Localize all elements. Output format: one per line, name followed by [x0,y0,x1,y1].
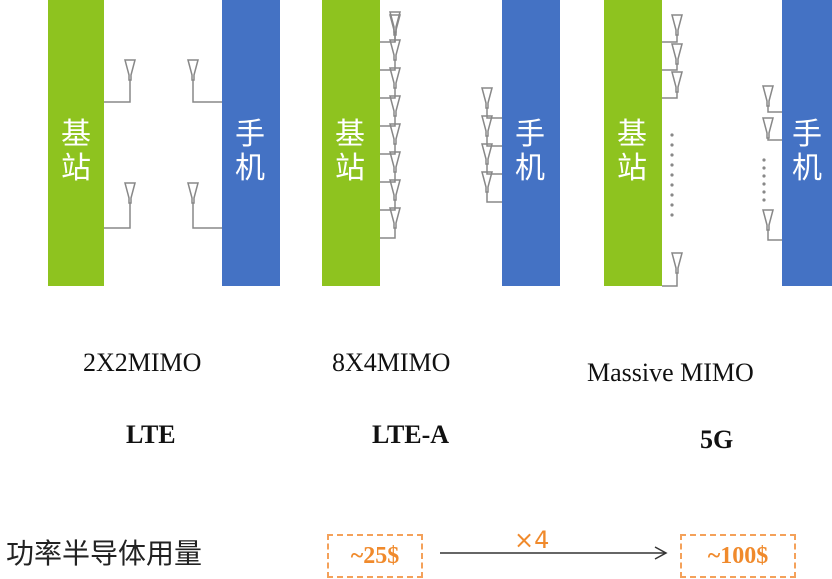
phone-char-1a: 手 [235,118,265,151]
base-station-char-3b: 站 [617,152,647,185]
antenna-icon [481,143,493,165]
antenna-diagram [104,11,782,287]
base-station-bar-3 [604,0,662,286]
base-station-label-1: 基 站 [56,118,96,186]
antenna-icon [389,207,401,229]
cost-to-box: ~100$ [680,534,796,578]
antenna-icon [389,151,401,173]
phone-bar-2 [502,0,560,286]
base-station-label-3: 基 站 [612,118,652,186]
continuation-dot [670,153,674,157]
continuation-dot [762,182,766,186]
phone-char-2b: 机 [515,152,545,185]
phone-bar-3 [782,0,832,286]
phone-char-3a: 手 [792,118,822,151]
antenna-icon [762,209,774,231]
continuation-dot [762,166,766,170]
phone-char-1b: 机 [235,152,265,185]
antenna-icon [389,123,401,145]
antenna-icon [671,71,683,93]
antenna-icon [671,43,683,65]
phone-label-3: 手 机 [787,118,827,186]
phone-label-1: 手 机 [230,118,270,186]
cost-arrow [440,546,668,560]
mimo-label-1: 2X2MIMO [83,348,202,377]
phone-char-2a: 手 [515,118,545,151]
antenna-icon [671,252,683,274]
base-station-bar-1 [48,0,104,286]
cost-multiplier: ×4 [514,526,550,554]
antenna-icon [187,182,199,204]
continuation-dot [762,158,766,162]
base-station-char-2b: 站 [335,152,365,185]
antenna-icon [481,87,493,109]
antenna-icon [124,59,136,81]
continuation-dot [670,143,674,147]
antenna-icon [389,67,401,89]
generation-label-2: LTE-A [372,420,450,449]
continuation-dot [670,193,674,197]
base-station-char-2a: 基 [335,118,365,151]
antenna-icon [671,14,683,36]
continuation-dot [670,183,674,187]
continuation-dot [762,198,766,202]
cost-label: 功率半导体用量 [6,537,203,570]
antenna-icon [389,39,401,61]
antenna-icon [481,115,493,137]
base-station-char-1b: 站 [61,152,91,185]
phone-bar-1 [222,0,280,286]
antenna-icon [187,59,199,81]
generation-label-1: LTE [126,420,176,449]
base-station-bar-2 [322,0,380,286]
continuation-dot [670,163,674,167]
base-station-char-1a: 基 [61,118,91,151]
base-station-char-3a: 基 [617,118,647,151]
antenna-icon [124,182,136,204]
continuation-dot [762,190,766,194]
antenna-icon [481,171,493,193]
mimo-label-3: Massive MIMO [587,358,754,387]
antenna-icon [389,95,401,117]
continuation-dot [670,173,674,177]
continuation-dot [670,203,674,207]
antenna-icon [389,179,401,201]
generation-label-3: 5G [700,425,734,454]
base-station-label-2: 基 站 [330,118,370,186]
cost-from-box: ~25$ [327,534,423,578]
continuation-dot [670,213,674,217]
antenna-icon [762,85,774,107]
phone-label-2: 手 机 [510,118,550,186]
mimo-label-2: 8X4MIMO [332,348,451,377]
continuation-dot [670,133,674,137]
antenna-icon [762,117,774,139]
continuation-dot [762,174,766,178]
phone-char-3b: 机 [792,152,822,185]
